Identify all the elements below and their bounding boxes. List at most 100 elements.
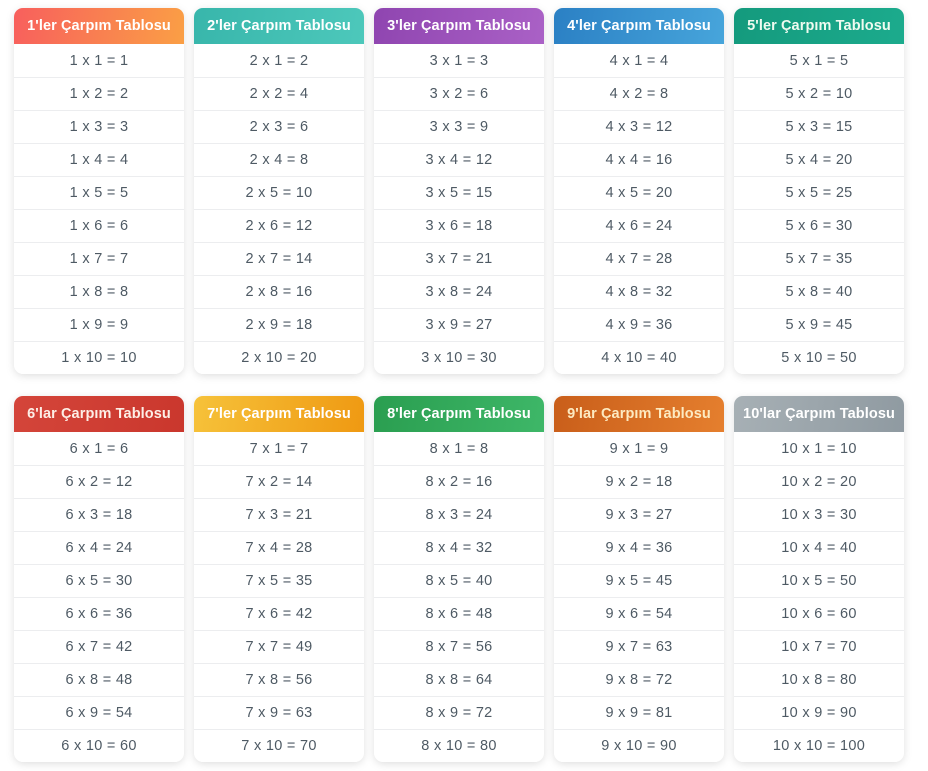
table-row: 8 x 9 = 72 xyxy=(374,696,544,729)
table-row: 4 x 4 = 16 xyxy=(554,143,724,176)
table-body: 10 x 1 = 10 10 x 2 = 20 10 x 3 = 30 10 x 4 … xyxy=(734,432,904,762)
table-title: 2'ler Çarpım Tablosu xyxy=(194,8,364,44)
table-row: 1 x 5 = 5 xyxy=(14,176,184,209)
multiplication-table-card: 10'lar Çarpım Tablosu 10 x 1 = 10 10 x 2 =… xyxy=(734,396,904,762)
table-row: 3 x 4 = 12 xyxy=(374,143,544,176)
table-row: 7 x 10 = 70 xyxy=(194,729,364,762)
table-row: 6 x 4 = 24 xyxy=(14,531,184,564)
table-row: 6 x 6 = 36 xyxy=(14,597,184,630)
table-row: 4 x 8 = 32 xyxy=(554,275,724,308)
table-row: 9 x 3 = 27 xyxy=(554,498,724,531)
table-row: 1 x 2 = 2 xyxy=(14,77,184,110)
table-row: 6 x 5 = 30 xyxy=(14,564,184,597)
table-row: 10 x 8 = 80 xyxy=(734,663,904,696)
table-row: 10 x 4 = 40 xyxy=(734,531,904,564)
table-row: 1 x 1 = 1 xyxy=(69,52,129,69)
table-row: 3 x 2 = 6 xyxy=(374,77,544,110)
table-row: 8 x 1 = 8 xyxy=(429,440,489,457)
table-row: 4 x 3 = 12 xyxy=(554,110,724,143)
table-row: 1 x 7 = 7 xyxy=(14,242,184,275)
table-row: 3 x 8 = 24 xyxy=(374,275,544,308)
table-row: 7 x 2 = 14 xyxy=(194,465,364,498)
table-row: 6 x 9 = 54 xyxy=(14,696,184,729)
table-row: 8 x 8 = 64 xyxy=(374,663,544,696)
table-body: 5 x 1 = 5 5 x 2 = 10 5 x 3 = 15 5 x 4 = 20 5… xyxy=(734,44,904,374)
table-row: 1 x 4 = 4 xyxy=(14,143,184,176)
table-row: 2 x 3 = 6 xyxy=(194,110,364,143)
table-row: 5 x 8 = 40 xyxy=(734,275,904,308)
table-row: 2 x 5 = 10 xyxy=(194,176,364,209)
table-row: 4 x 2 = 8 xyxy=(554,77,724,110)
table-row: 3 x 7 = 21 xyxy=(374,242,544,275)
table-row: 1 x 6 = 6 xyxy=(14,209,184,242)
table-row: 2 x 10 = 20 xyxy=(194,341,364,374)
table-title: 4'ler Çarpım Tablosu xyxy=(554,8,724,44)
table-row: 10 x 2 = 20 xyxy=(734,465,904,498)
table-row: 8 x 6 = 48 xyxy=(374,597,544,630)
table-row: 4 x 10 = 40 xyxy=(554,341,724,374)
table-row: 5 x 9 = 45 xyxy=(734,308,904,341)
table-row: 3 x 6 = 18 xyxy=(374,209,544,242)
table-row: 5 x 10 = 50 xyxy=(734,341,904,374)
table-row: 1 x 8 = 8 xyxy=(14,275,184,308)
table-row: 9 x 7 = 63 xyxy=(554,630,724,663)
table-row: 7 x 6 = 42 xyxy=(194,597,364,630)
table-row: 4 x 7 = 28 xyxy=(554,242,724,275)
table-row: 4 x 5 = 20 xyxy=(554,176,724,209)
table-row: 7 x 1 = 7 xyxy=(249,440,309,457)
table-row: 2 x 8 = 16 xyxy=(194,275,364,308)
table-row: 9 x 6 = 54 xyxy=(554,597,724,630)
table-row: 9 x 9 = 81 xyxy=(554,696,724,729)
table-row: 8 x 7 = 56 xyxy=(374,630,544,663)
table-row: 9 x 2 = 18 xyxy=(554,465,724,498)
table-row: 2 x 7 = 14 xyxy=(194,242,364,275)
table-title: 9'lar Çarpım Tablosu xyxy=(554,396,724,432)
table-row: 5 x 4 = 20 xyxy=(734,143,904,176)
table-title: 3'ler Çarpım Tablosu xyxy=(374,8,544,44)
table-row: 5 x 6 = 30 xyxy=(734,209,904,242)
table-row: 7 x 5 = 35 xyxy=(194,564,364,597)
table-row: 10 x 3 = 30 xyxy=(734,498,904,531)
table-row: 4 x 9 = 36 xyxy=(554,308,724,341)
table-row: 2 x 2 = 4 xyxy=(194,77,364,110)
table-row: 8 x 10 = 80 xyxy=(374,729,544,762)
table-row: 6 x 1 = 6 xyxy=(69,440,129,457)
table-row: 5 x 3 = 15 xyxy=(734,110,904,143)
table-row: 7 x 7 = 49 xyxy=(194,630,364,663)
table-row: 3 x 5 = 15 xyxy=(374,176,544,209)
table-row: 7 x 3 = 21 xyxy=(194,498,364,531)
table-title: 8'ler Çarpım Tablosu xyxy=(374,396,544,432)
table-row: 9 x 10 = 90 xyxy=(554,729,724,762)
table-row: 9 x 5 = 45 xyxy=(554,564,724,597)
table-row: 3 x 9 = 27 xyxy=(374,308,544,341)
table-title: 5'ler Çarpım Tablosu xyxy=(734,8,904,44)
table-row: 5 x 1 = 5 xyxy=(789,52,849,69)
table-row: 6 x 8 = 48 xyxy=(14,663,184,696)
table-title: 10'lar Çarpım Tablosu xyxy=(734,396,904,432)
table-row: 6 x 10 = 60 xyxy=(14,729,184,762)
table-row: 10 x 1 = 10 xyxy=(781,440,857,457)
table-row: 7 x 9 = 63 xyxy=(194,696,364,729)
table-row: 10 x 6 = 60 xyxy=(734,597,904,630)
table-row: 5 x 2 = 10 xyxy=(734,77,904,110)
table-row: 9 x 4 = 36 xyxy=(554,531,724,564)
table-title: 7'ler Çarpım Tablosu xyxy=(194,396,364,432)
table-row: 10 x 5 = 50 xyxy=(734,564,904,597)
table-row: 6 x 3 = 18 xyxy=(14,498,184,531)
table-row: 6 x 2 = 12 xyxy=(14,465,184,498)
table-row: 8 x 4 = 32 xyxy=(374,531,544,564)
